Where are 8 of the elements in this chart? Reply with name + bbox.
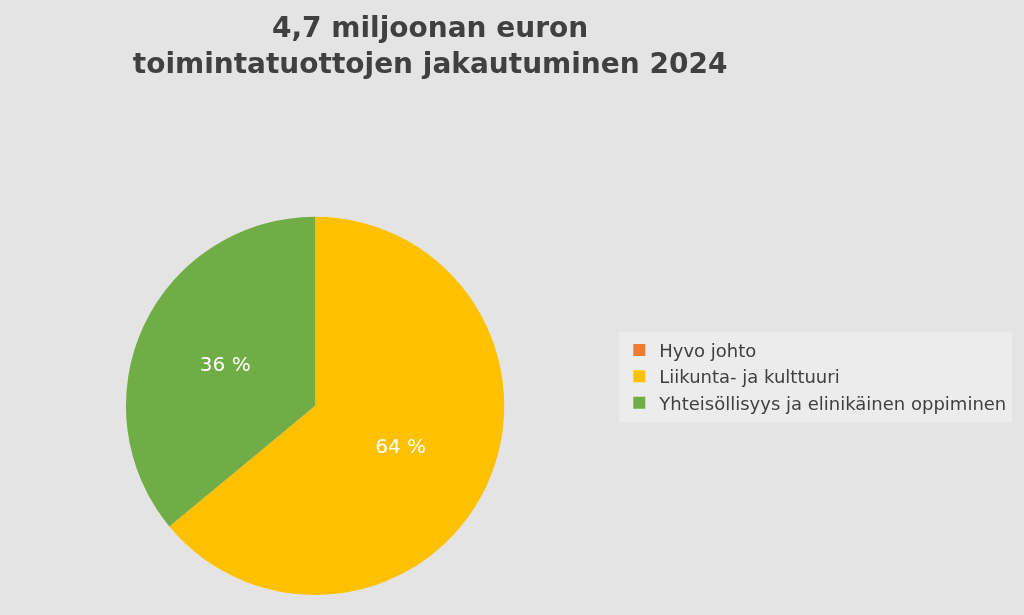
data-label: 64 % bbox=[375, 434, 427, 459]
pie-slice bbox=[126, 216, 316, 527]
pie-slice bbox=[169, 216, 505, 595]
legend-label: Yhteisöllisyys ja elinikäinen oppiminen bbox=[658, 392, 1007, 414]
legend-label: Hyvo johto bbox=[659, 339, 757, 361]
data-label: 36 % bbox=[199, 351, 251, 376]
legend-label: Liikunta- ja kulttuuri bbox=[659, 366, 840, 388]
chart-title: 4,7 miljoonan euron toimintatuottojen jakautuminen 2024 bbox=[132, 10, 728, 81]
